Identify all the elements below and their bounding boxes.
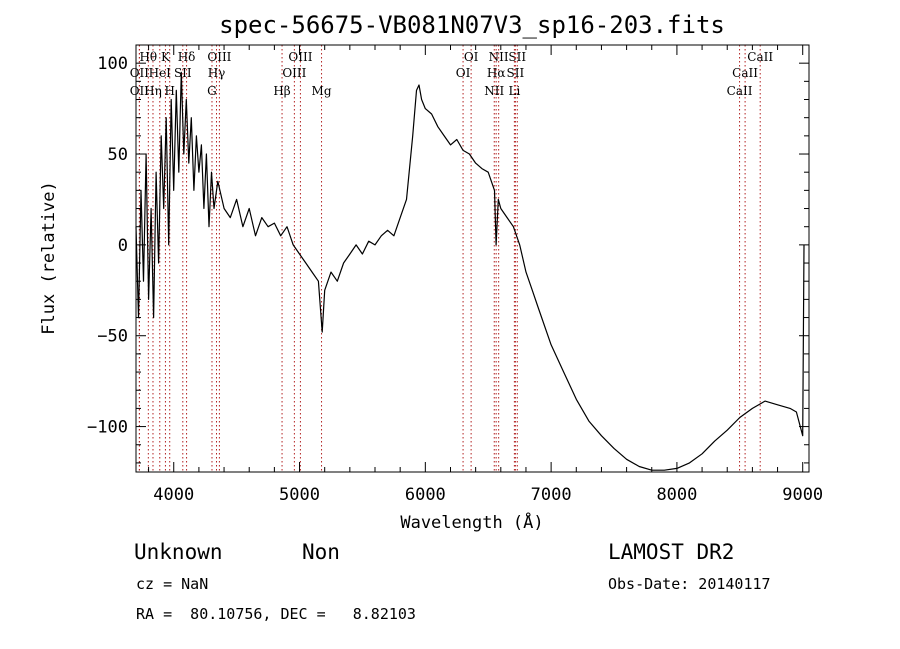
- line-label-6: SII: [174, 66, 192, 80]
- x-tick-label-0: 4000: [153, 485, 194, 505]
- line-label-9: OIII: [207, 50, 231, 64]
- ra-dec-coordinates: RA = 80.10756, DEC = 8.82103: [136, 605, 416, 623]
- y-tick-label-2: 0: [118, 236, 128, 256]
- line-label-24: CaII: [747, 50, 773, 64]
- y-tick-label-3: −50: [97, 327, 128, 347]
- spectrum-series: [135, 71, 805, 471]
- line-label-11: G: [207, 84, 217, 98]
- line-label-2: OII: [130, 84, 150, 98]
- line-label-23: Li: [508, 84, 520, 98]
- line-label-19: Hα: [487, 66, 506, 80]
- spectrum-line-0: [135, 71, 805, 471]
- chart-title: spec-56675-VB081N07V3_sp16-203.fits: [219, 11, 725, 39]
- line-label-12: Hβ: [273, 84, 290, 98]
- line-label-15: Mg: [312, 84, 332, 98]
- line-label-0: Hθ: [139, 50, 157, 64]
- survey-name: LAMOST DR2: [608, 540, 734, 564]
- line-label-17: OI: [456, 66, 471, 80]
- x-tick-label-4: 8000: [656, 485, 697, 505]
- line-label-4: Hη: [144, 84, 162, 98]
- object-subclass: Non: [302, 540, 340, 564]
- line-label-25: CaII: [732, 66, 758, 80]
- object-class: Unknown: [134, 540, 223, 564]
- y-tick-label-4: −100: [87, 418, 128, 438]
- line-label-13: OIII: [288, 50, 312, 64]
- plot-frame: [135, 44, 810, 473]
- line-label-16: OI: [464, 50, 479, 64]
- line-label-26: CaII: [727, 84, 753, 98]
- y-tick-label-0: 100: [97, 54, 128, 74]
- observation-date: Obs-Date: 20140117: [608, 575, 771, 593]
- y-tick-label-1: 50: [108, 145, 128, 165]
- line-label-3: HeI: [149, 66, 172, 80]
- line-label-7: H: [164, 84, 174, 98]
- y-axis-label: Flux (relative): [39, 181, 59, 335]
- redshift-cz: cz = NaN: [136, 575, 208, 593]
- line-label-22: SII: [507, 66, 525, 80]
- line-label-8: Hδ: [178, 50, 196, 64]
- x-axis: 4000 5000 6000 7000 8000 9000: [148, 45, 823, 505]
- x-tick-label-3: 7000: [531, 485, 572, 505]
- line-label-18: NII: [489, 50, 509, 64]
- y-axis: 100 50 0 −50 −100: [87, 44, 809, 464]
- line-label-5: K: [161, 50, 171, 64]
- line-label-20: NII: [484, 84, 504, 98]
- line-label-21: SII: [508, 50, 526, 64]
- x-tick-label-1: 5000: [279, 485, 320, 505]
- x-tick-label-2: 6000: [405, 485, 446, 505]
- line-label-10: Hγ: [208, 66, 226, 80]
- x-axis-label: Wavelength (Å): [400, 511, 543, 533]
- x-tick-label-5: 9000: [782, 485, 823, 505]
- line-label-14: OIII: [282, 66, 306, 80]
